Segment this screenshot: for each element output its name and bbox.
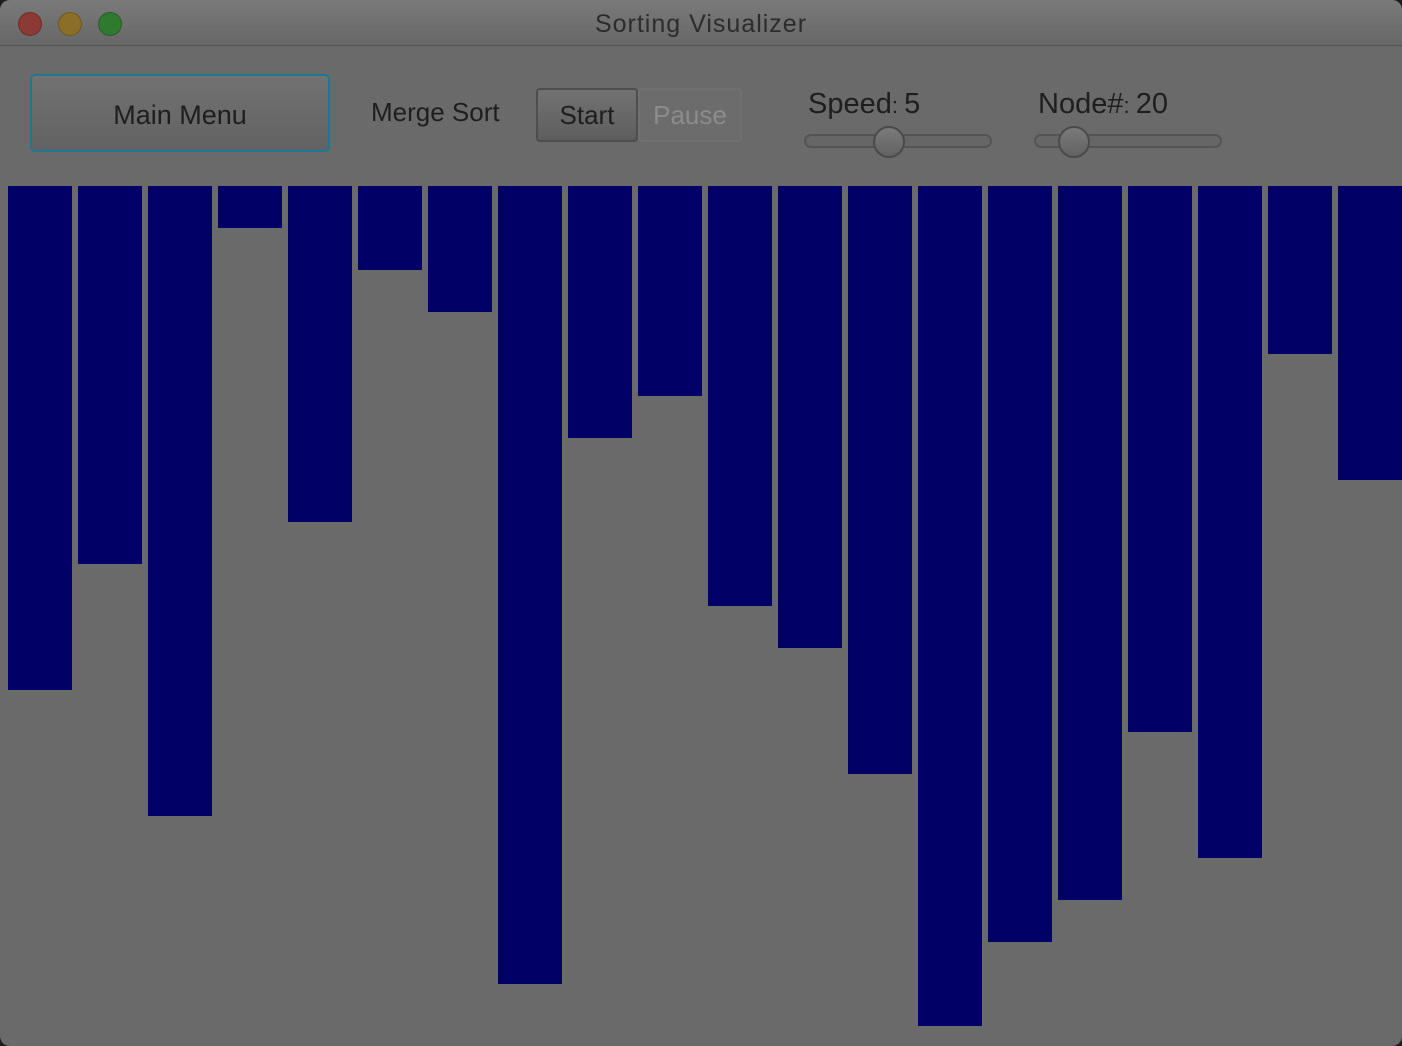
bar-5 xyxy=(288,186,352,522)
bar-10 xyxy=(638,186,702,396)
bar-15 xyxy=(988,186,1052,942)
speed-label-text: Speed xyxy=(808,88,892,120)
bar-8 xyxy=(498,186,562,984)
bar-9 xyxy=(568,186,632,438)
speed-label: Speed: 5 xyxy=(808,88,920,121)
bar-20 xyxy=(1338,186,1402,480)
bar-7 xyxy=(428,186,492,312)
bar-4 xyxy=(218,186,282,228)
node-count-label: Node#: 20 xyxy=(1038,88,1168,121)
bar-13 xyxy=(848,186,912,774)
bar-19 xyxy=(1268,186,1332,354)
bar-14 xyxy=(918,186,982,1026)
window-title: Sorting Visualizer xyxy=(0,10,1402,39)
speed-value: 5 xyxy=(904,88,920,120)
pause-button[interactable]: Pause xyxy=(638,88,742,142)
title-bar: Sorting Visualizer xyxy=(0,0,1402,46)
bar-3 xyxy=(148,186,212,816)
node-count-slider-thumb[interactable] xyxy=(1058,126,1090,158)
algorithm-label: Merge Sort xyxy=(371,97,500,128)
bar-17 xyxy=(1128,186,1192,732)
node-count-value: 20 xyxy=(1136,88,1168,120)
bar-chart xyxy=(0,186,1402,1046)
bar-6 xyxy=(358,186,422,270)
speed-slider-thumb[interactable] xyxy=(873,126,905,158)
bar-18 xyxy=(1198,186,1262,858)
start-button[interactable]: Start xyxy=(536,88,638,142)
bar-1 xyxy=(8,186,72,690)
bar-12 xyxy=(778,186,842,648)
bar-2 xyxy=(78,186,142,564)
node-count-label-text: Node# xyxy=(1038,88,1123,120)
main-menu-button[interactable]: Main Menu xyxy=(30,74,330,152)
bar-16 xyxy=(1058,186,1122,900)
bar-11 xyxy=(708,186,772,606)
